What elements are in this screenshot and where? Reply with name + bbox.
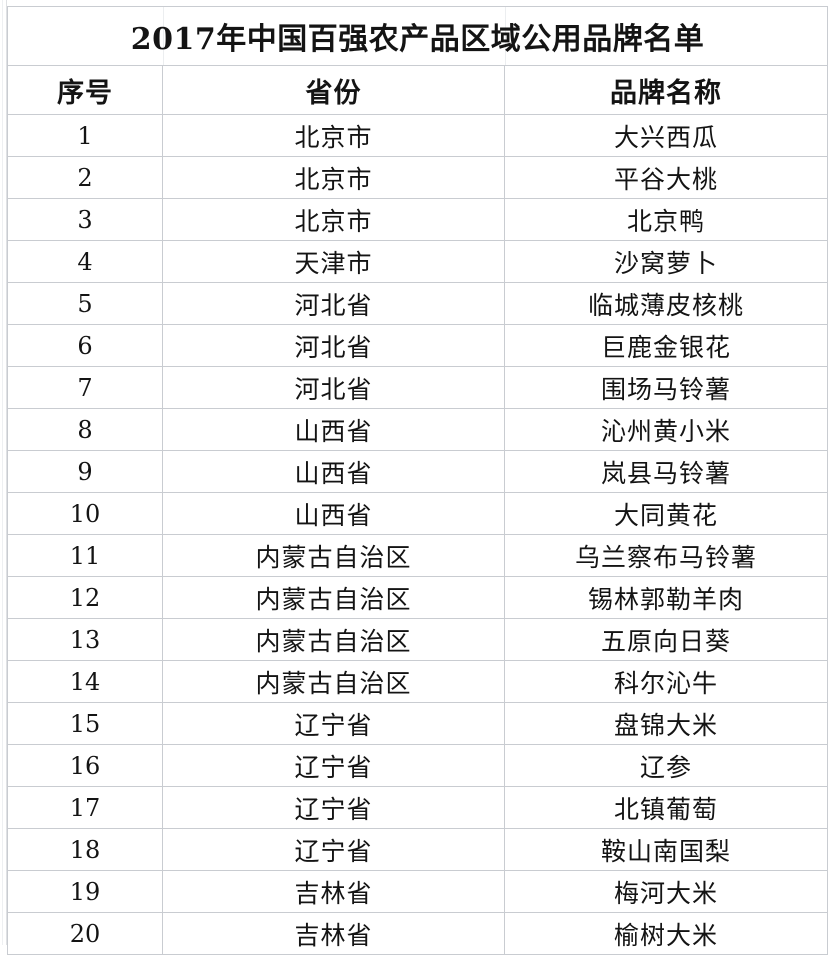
cell-index: 12: [7, 576, 163, 619]
cell-index: 8: [7, 408, 163, 451]
cell-brand: 乌兰察布马铃薯: [504, 534, 828, 577]
cell-index: 10: [7, 492, 163, 535]
brand-list-table: 2017年中国百强农产品区域公用品牌名单 序号 省份 品牌名称 1 北京市 大兴…: [7, 6, 828, 955]
cell-index: 18: [7, 828, 163, 871]
cell-province: 辽宁省: [162, 828, 505, 871]
cell-province: 河北省: [162, 366, 505, 409]
cell-province: 山西省: [162, 408, 505, 451]
column-header-brand: 品牌名称: [504, 65, 828, 115]
table-row: 19 吉林省 梅河大米: [7, 870, 828, 913]
cell-brand: 平谷大桃: [504, 156, 828, 199]
table-row: 6 河北省 巨鹿金银花: [7, 324, 828, 367]
cell-brand: 科尔沁牛: [504, 660, 828, 703]
cell-province: 北京市: [162, 114, 505, 157]
cell-province: 内蒙古自治区: [162, 534, 505, 577]
cell-brand: 围场马铃薯: [504, 366, 828, 409]
cell-index: 20: [7, 912, 163, 955]
cell-province: 山西省: [162, 450, 505, 493]
table-row: 18 辽宁省 鞍山南国梨: [7, 828, 828, 871]
cell-brand: 盘锦大米: [504, 702, 828, 745]
cell-index: 16: [7, 744, 163, 787]
cell-index: 13: [7, 618, 163, 661]
table-header-row: 序号 省份 品牌名称: [7, 65, 828, 115]
title-ghost-gridline-2: [505, 7, 506, 65]
cell-brand: 北京鸭: [504, 198, 828, 241]
table-row: 17 辽宁省 北镇葡萄: [7, 786, 828, 829]
table-row: 9 山西省 岚县马铃薯: [7, 450, 828, 493]
table-row: 13 内蒙古自治区 五原向日葵: [7, 618, 828, 661]
table-row: 2 北京市 平谷大桃: [7, 156, 828, 199]
cell-index: 1: [7, 114, 163, 157]
table-row: 5 河北省 临城薄皮核桃: [7, 282, 828, 325]
cell-province: 吉林省: [162, 870, 505, 913]
cell-brand: 大兴西瓜: [504, 114, 828, 157]
table-row: 14 内蒙古自治区 科尔沁牛: [7, 660, 828, 703]
cell-province: 辽宁省: [162, 786, 505, 829]
cell-index: 11: [7, 534, 163, 577]
cell-index: 19: [7, 870, 163, 913]
cell-brand: 梅河大米: [504, 870, 828, 913]
cell-province: 内蒙古自治区: [162, 618, 505, 661]
page-title-cell: 2017年中国百强农产品区域公用品牌名单: [7, 6, 828, 66]
gutter-rule-outer: [2, 0, 3, 945]
cell-brand: 沙窝萝卜: [504, 240, 828, 283]
cell-province: 辽宁省: [162, 744, 505, 787]
table-row: 1 北京市 大兴西瓜: [7, 114, 828, 157]
page-title: 2017年中国百强农产品区域公用品牌名单: [130, 22, 705, 57]
cell-index: 7: [7, 366, 163, 409]
table-row: 11 内蒙古自治区 乌兰察布马铃薯: [7, 534, 828, 577]
cell-brand: 沁州黄小米: [504, 408, 828, 451]
cell-brand: 北镇葡萄: [504, 786, 828, 829]
table-row: 7 河北省 围场马铃薯: [7, 366, 828, 409]
gutter-rule-inner: [6, 0, 7, 945]
title-ghost-gridline-1: [163, 7, 164, 65]
cell-brand: 岚县马铃薯: [504, 450, 828, 493]
table-row: 4 天津市 沙窝萝卜: [7, 240, 828, 283]
table-row: 12 内蒙古自治区 锡林郭勒羊肉: [7, 576, 828, 619]
cell-index: 5: [7, 282, 163, 325]
cell-brand: 大同黄花: [504, 492, 828, 535]
table-row: 8 山西省 沁州黄小米: [7, 408, 828, 451]
cell-brand: 五原向日葵: [504, 618, 828, 661]
cell-brand: 鞍山南国梨: [504, 828, 828, 871]
table-row: 16 辽宁省 辽参: [7, 744, 828, 787]
cell-index: 4: [7, 240, 163, 283]
cell-province: 北京市: [162, 156, 505, 199]
cell-index: 2: [7, 156, 163, 199]
table-row: 3 北京市 北京鸭: [7, 198, 828, 241]
table-row: 15 辽宁省 盘锦大米: [7, 702, 828, 745]
cell-index: 14: [7, 660, 163, 703]
column-header-index: 序号: [7, 65, 163, 115]
cell-province: 辽宁省: [162, 702, 505, 745]
table-body: 2017年中国百强农产品区域公用品牌名单 序号 省份 品牌名称 1 北京市 大兴…: [7, 6, 828, 955]
cell-index: 15: [7, 702, 163, 745]
cell-brand: 巨鹿金银花: [504, 324, 828, 367]
cell-province: 河北省: [162, 282, 505, 325]
cell-province: 内蒙古自治区: [162, 660, 505, 703]
cell-brand: 榆树大米: [504, 912, 828, 955]
cell-province: 内蒙古自治区: [162, 576, 505, 619]
column-header-province: 省份: [162, 65, 505, 115]
table-row: 20 吉林省 榆树大米: [7, 912, 828, 955]
table-row: 10 山西省 大同黄花: [7, 492, 828, 535]
cell-index: 6: [7, 324, 163, 367]
cell-province: 北京市: [162, 198, 505, 241]
cell-brand: 临城薄皮核桃: [504, 282, 828, 325]
cell-province: 天津市: [162, 240, 505, 283]
cell-index: 9: [7, 450, 163, 493]
cell-brand: 辽参: [504, 744, 828, 787]
cell-brand: 锡林郭勒羊肉: [504, 576, 828, 619]
cell-province: 山西省: [162, 492, 505, 535]
cell-index: 3: [7, 198, 163, 241]
cell-province: 河北省: [162, 324, 505, 367]
cell-index: 17: [7, 786, 163, 829]
cell-province: 吉林省: [162, 912, 505, 955]
title-row: 2017年中国百强农产品区域公用品牌名单: [7, 6, 828, 66]
